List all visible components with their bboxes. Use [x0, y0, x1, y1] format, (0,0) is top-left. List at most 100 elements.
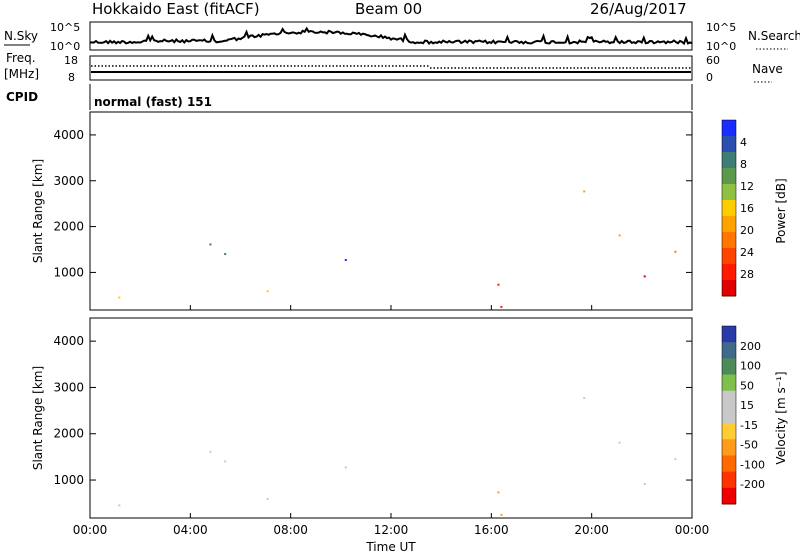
cpid-value: normal (fast) 151	[94, 95, 212, 109]
power-cell	[674, 250, 677, 253]
colorbar-tick: 4	[740, 136, 747, 149]
velocity-ylabel: Slant Range [km]	[31, 366, 45, 470]
colorbar-frame	[721, 325, 737, 505]
velocity-cell	[500, 513, 503, 516]
xtick-label: 20:00	[574, 523, 609, 537]
colorbar-cell	[722, 342, 736, 359]
power-cell	[618, 234, 621, 237]
colorbar-tick: -50	[740, 439, 758, 452]
colorbar-cell	[722, 184, 736, 201]
colorbar-cell	[722, 216, 736, 233]
velocity-cell	[209, 450, 212, 453]
velocity-cell	[266, 498, 269, 500]
velocity-plot-area	[89, 317, 693, 519]
colorbar-tick: -100	[740, 458, 765, 471]
power-cell	[209, 243, 212, 246]
colorbar-cell	[722, 439, 736, 456]
colorbar-tick: 24	[740, 246, 754, 259]
velocity-cell	[118, 504, 121, 507]
time-axis-label: Time UT	[365, 540, 416, 554]
velocity-yaxis: 1000 2000 3000 4000	[53, 334, 692, 487]
time-axis: 00:00 04:00 08:00 12:00 16:00 20:00 00:00	[73, 305, 710, 537]
ytick-label: 4000	[53, 334, 84, 348]
colorbar-cell	[722, 487, 736, 505]
nave-tick-top: 60	[706, 54, 720, 67]
colorbar-cell	[722, 248, 736, 265]
nave-tick-bottom: 0	[706, 71, 713, 84]
colorbar-cell	[722, 136, 736, 153]
nsky-tick-bottom-right: 10^0	[706, 40, 736, 53]
power-cell	[266, 290, 269, 293]
ytick-label: 3000	[53, 380, 84, 394]
power-cell	[118, 296, 121, 299]
colorbar-tick: 200	[740, 340, 761, 353]
colorbar-cell	[722, 358, 736, 376]
ytick-label: 2000	[53, 427, 84, 441]
freq-panel: Freq. [MHz] 18 8 60 0 Nave	[4, 51, 783, 84]
velocity-cell	[583, 397, 586, 400]
velocity-cell	[497, 491, 500, 494]
colorbar-tick: 50	[740, 379, 754, 392]
freq-tick-top: 18	[64, 54, 78, 67]
nsky-tick-top-left: 10^5	[50, 21, 80, 34]
power-panel: 1000 2000 3000 4000 Slant Range [km] 4 8 12 16…	[31, 111, 788, 311]
colorbar-cell	[722, 390, 736, 408]
beam-title: Beam 00	[355, 0, 422, 18]
velocity-scatter	[118, 397, 677, 516]
power-cell	[344, 259, 347, 261]
velocity-colorbar: 200 100 50 15 -15 -50 -100 -200	[721, 325, 765, 505]
ytick-label: 1000	[53, 473, 84, 487]
xtick-label: 08:00	[273, 523, 308, 537]
xtick-label: 00:00	[675, 523, 710, 537]
colorbar-tick: 12	[740, 180, 754, 193]
colorbar-cell	[722, 280, 736, 297]
velocity-colorbar-label: Velocity [m s⁻¹]	[774, 371, 788, 464]
colorbar-frame	[721, 119, 737, 297]
nsky-label: N.Sky	[4, 29, 38, 43]
xtick-label: 04:00	[173, 523, 208, 537]
colorbar-tick: 28	[740, 268, 754, 281]
velocity-panel: 1000 2000 3000 4000 00:00 04:00 08:00 12:00 16:…	[31, 305, 788, 554]
date-title: 26/Aug/2017	[590, 0, 687, 18]
velocity-cell	[618, 441, 621, 444]
colorbar-tick: 15	[740, 399, 754, 412]
colorbar-tick: 20	[740, 224, 754, 237]
freq-label-2: [MHz]	[4, 67, 39, 81]
colorbar-tick: -200	[740, 478, 765, 491]
ytick-label: 4000	[53, 128, 84, 142]
nsky-tick-bottom-left: 10^0	[50, 40, 80, 53]
colorbar-cell	[722, 374, 736, 392]
station-title: Hokkaido East (fitACF)	[92, 0, 260, 18]
power-colorbar-label: Power [dB]	[774, 178, 788, 243]
ytick-label: 3000	[53, 174, 84, 188]
colorbar-cell	[722, 406, 736, 424]
power-cell	[224, 253, 227, 255]
cpid-label: CPID	[6, 90, 38, 104]
colorbar-cell	[722, 120, 736, 137]
velocity-cell	[674, 458, 677, 461]
colorbar-cell	[722, 232, 736, 249]
nsky-series	[89, 26, 693, 46]
freq-label-1: Freq.	[6, 51, 36, 65]
xtick-label: 16:00	[474, 523, 509, 537]
power-plot-area	[89, 111, 693, 311]
colorbar-cell	[722, 200, 736, 217]
colorbar-tick: 8	[740, 158, 747, 171]
colorbar-tick: -15	[740, 419, 758, 432]
xtick-label: 12:00	[374, 523, 409, 537]
nsky-panel: N.Sky 10^5 10^0 10^5 10^0 N.Search	[4, 21, 800, 53]
nsearch-label: N.Search	[748, 29, 800, 43]
power-ylabel: Slant Range [km]	[31, 159, 45, 263]
nave-label: Nave	[752, 62, 783, 76]
colorbar-cell	[722, 168, 736, 185]
velocity-cell	[643, 483, 646, 485]
velocity-cell	[344, 466, 347, 469]
colorbar-cell	[722, 471, 736, 489]
ytick-label: 1000	[53, 265, 84, 279]
colorbar-cell	[722, 326, 736, 343]
power-cell	[643, 275, 646, 278]
power-yaxis: 1000 2000 3000 4000	[53, 128, 692, 279]
colorbar-cell	[722, 455, 736, 473]
cpid-panel: CPID normal (fast) 151	[6, 84, 693, 110]
